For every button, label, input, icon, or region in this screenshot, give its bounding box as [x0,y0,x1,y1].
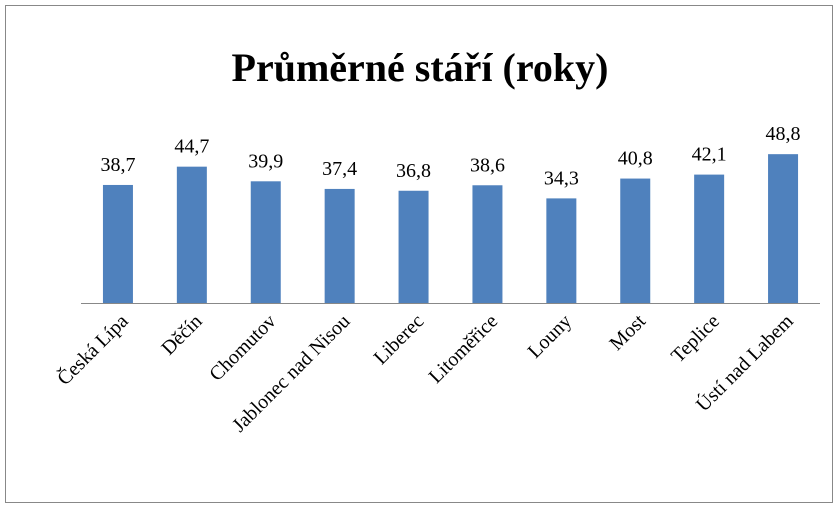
bar [176,166,207,303]
data-label: 42,1 [692,144,727,166]
data-label: 36,8 [396,160,431,182]
data-label: 44,7 [174,136,209,158]
data-label: 48,8 [766,123,801,145]
bar [620,178,651,303]
chart-title: Průměrné stáří (roky) [232,45,609,90]
bar [768,154,799,303]
data-label: 40,8 [618,148,653,170]
bar [250,181,281,303]
bar [472,185,503,303]
data-label: 39,9 [248,150,283,172]
data-label: 37,4 [322,158,357,180]
data-label: 34,3 [544,167,579,189]
bar [694,174,725,303]
bar [546,198,577,303]
bar [324,188,355,303]
data-label: 38,7 [100,154,135,176]
bar [102,184,133,303]
data-label: 38,6 [470,154,505,176]
bar [398,190,429,303]
